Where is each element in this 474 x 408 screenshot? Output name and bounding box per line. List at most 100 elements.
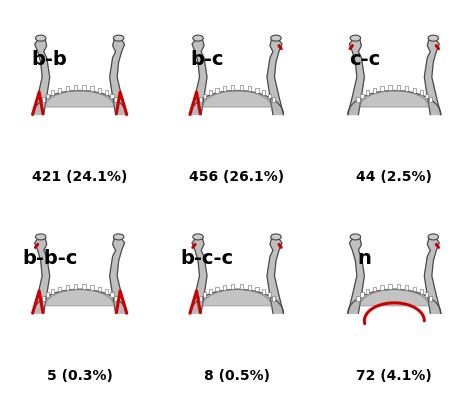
Ellipse shape [193, 35, 203, 41]
Bar [389, 284, 392, 289]
Text: 456 (26.1%): 456 (26.1%) [190, 170, 284, 184]
Bar [82, 284, 85, 289]
Polygon shape [109, 237, 126, 313]
Bar [105, 91, 108, 95]
Bar [373, 286, 376, 291]
Bar [98, 286, 101, 291]
Polygon shape [202, 289, 272, 306]
Bar [268, 93, 271, 98]
Bar [356, 296, 360, 301]
Bar [231, 85, 235, 90]
Bar [239, 85, 243, 90]
Ellipse shape [271, 234, 281, 240]
Bar [114, 296, 118, 301]
Bar [380, 285, 383, 290]
Bar [215, 88, 219, 93]
Polygon shape [45, 91, 114, 107]
Polygon shape [424, 237, 441, 313]
Bar [51, 91, 55, 95]
Polygon shape [360, 91, 429, 107]
Polygon shape [33, 237, 50, 313]
Bar [110, 93, 114, 98]
Text: 421 (24.1%): 421 (24.1%) [32, 170, 128, 184]
Polygon shape [267, 38, 283, 115]
Bar [58, 88, 61, 93]
Polygon shape [33, 38, 50, 115]
Bar [262, 289, 265, 294]
Bar [366, 289, 369, 294]
Polygon shape [45, 289, 114, 306]
Text: c-c: c-c [349, 50, 380, 69]
Bar [42, 98, 45, 102]
Polygon shape [348, 237, 365, 313]
Bar [91, 86, 94, 91]
Bar [413, 88, 416, 93]
Polygon shape [360, 289, 429, 306]
Text: 72 (4.1%): 72 (4.1%) [356, 369, 432, 383]
Polygon shape [191, 38, 207, 115]
Bar [425, 93, 428, 98]
Bar [405, 86, 409, 91]
Bar [98, 88, 101, 93]
Ellipse shape [113, 35, 124, 41]
Bar [74, 85, 77, 90]
Bar [46, 93, 49, 98]
Bar [110, 293, 114, 297]
Bar [413, 286, 416, 291]
Bar [360, 93, 364, 98]
Bar [74, 284, 77, 289]
Polygon shape [191, 289, 283, 313]
Ellipse shape [350, 234, 361, 240]
Text: 5 (0.3%): 5 (0.3%) [47, 369, 113, 383]
Ellipse shape [36, 35, 46, 41]
Bar [51, 289, 55, 294]
Bar [114, 98, 118, 102]
Polygon shape [191, 91, 283, 115]
Bar [91, 285, 94, 290]
Bar [46, 293, 49, 297]
Polygon shape [348, 289, 441, 313]
Bar [203, 293, 206, 297]
Bar [231, 284, 235, 289]
Ellipse shape [36, 234, 46, 240]
Bar [248, 285, 251, 290]
Polygon shape [267, 237, 283, 313]
Bar [429, 296, 432, 301]
Bar [272, 296, 275, 301]
Bar [405, 285, 409, 290]
Ellipse shape [350, 35, 361, 41]
Polygon shape [202, 91, 272, 107]
Bar [215, 286, 219, 291]
Polygon shape [348, 38, 365, 115]
Bar [373, 88, 376, 93]
Ellipse shape [271, 35, 281, 41]
Bar [199, 296, 202, 301]
Bar [255, 88, 259, 93]
Bar [82, 85, 85, 90]
Bar [223, 285, 226, 290]
Bar [366, 91, 369, 95]
Bar [360, 293, 364, 297]
Bar [209, 289, 212, 294]
Bar [42, 296, 45, 301]
Polygon shape [191, 237, 207, 313]
Bar [65, 285, 69, 290]
Polygon shape [424, 38, 441, 115]
Text: b-c: b-c [190, 50, 224, 69]
Bar [105, 289, 108, 294]
Bar [248, 86, 251, 91]
Polygon shape [348, 91, 441, 115]
Bar [262, 91, 265, 95]
Bar [199, 98, 202, 102]
Bar [419, 289, 423, 294]
Bar [223, 86, 226, 91]
Text: b-b-c: b-b-c [22, 249, 77, 268]
Bar [255, 286, 259, 291]
Bar [397, 284, 400, 289]
Ellipse shape [428, 35, 438, 41]
Text: n: n [357, 249, 371, 268]
Bar [425, 293, 428, 297]
Text: b-c-c: b-c-c [181, 249, 234, 268]
Bar [268, 293, 271, 297]
Ellipse shape [113, 234, 124, 240]
